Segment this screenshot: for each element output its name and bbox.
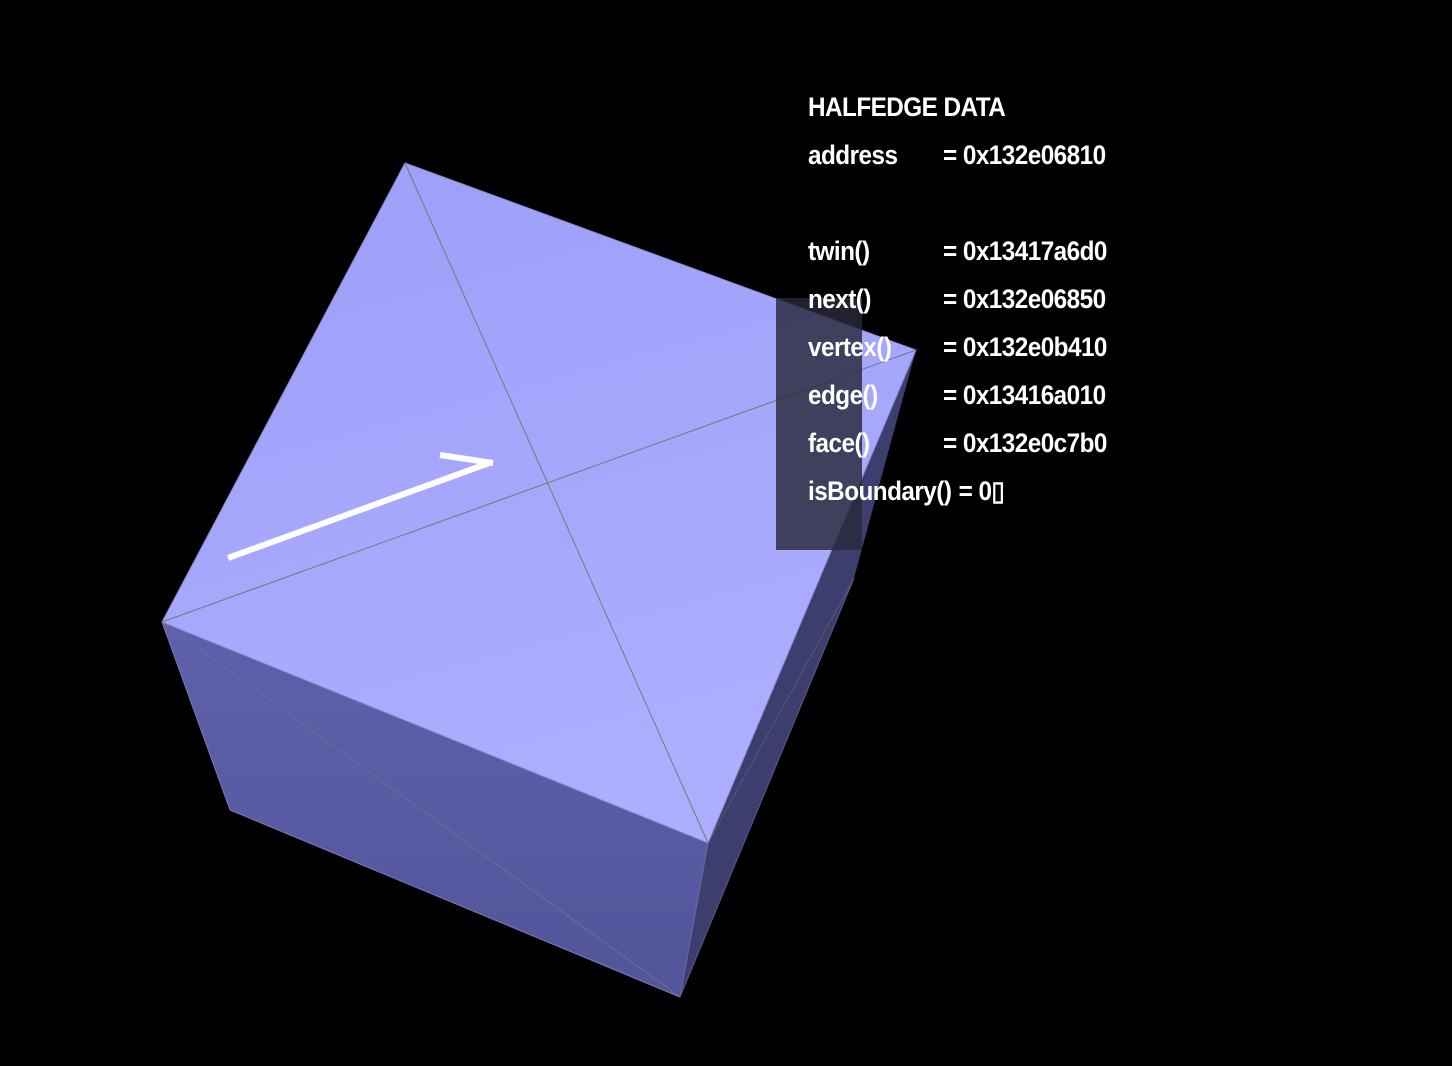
cube-top-face[interactable] bbox=[162, 163, 916, 843]
vertex-value: = 0x132e0b410 bbox=[943, 332, 1107, 362]
face-row: face() = 0x132e0c7b0 bbox=[808, 422, 1348, 470]
front-face-diagonal bbox=[161, 621, 681, 998]
edge-row: edge() = 0x13416a010 bbox=[808, 374, 1348, 422]
halfedge-data-title: HALFEDGE DATA bbox=[808, 86, 1348, 134]
cube-edge-right bbox=[679, 577, 855, 998]
edge-value: = 0x13416a010 bbox=[943, 380, 1106, 410]
right-face-diagonal bbox=[707, 577, 855, 844]
halfedge-arrow[interactable] bbox=[226, 452, 494, 561]
address-value: = 0x132e06810 bbox=[943, 140, 1106, 170]
twin-value: = 0x13417a6d0 bbox=[943, 236, 1107, 266]
halfedge-data-title-text: HALFEDGE DATA bbox=[808, 92, 1006, 122]
face-value: = 0x132e0c7b0 bbox=[943, 428, 1107, 458]
is-boundary-row: isBoundary() = 0 ▯ bbox=[808, 470, 1348, 518]
halfedge-info-overlay: HALFEDGE DATA address = 0x132e06810 twin… bbox=[808, 86, 1348, 518]
cube-edge-vertical bbox=[679, 842, 709, 998]
twin-row: twin() = 0x13417a6d0 bbox=[808, 230, 1348, 278]
vertex-label: vertex() bbox=[808, 332, 892, 362]
cube-edge-bottom bbox=[229, 809, 681, 998]
missing-glyph-icon: ▯ bbox=[991, 476, 1005, 506]
twin-label: twin() bbox=[808, 236, 870, 266]
vertex-row: vertex() = 0x132e0b410 bbox=[808, 326, 1348, 374]
is-boundary-value: = 0 bbox=[958, 476, 992, 506]
edge-label: edge() bbox=[808, 380, 878, 410]
top-face-diagonal-1 bbox=[404, 162, 709, 844]
info-panel-background bbox=[776, 298, 862, 550]
next-label: next() bbox=[808, 284, 871, 314]
cube-edge-front bbox=[161, 621, 231, 811]
next-row: next() = 0x132e06850 bbox=[808, 278, 1348, 326]
face-label: face() bbox=[808, 428, 870, 458]
is-boundary-label: isBoundary() bbox=[808, 476, 952, 506]
next-value: = 0x132e06850 bbox=[943, 284, 1106, 314]
address-row: address = 0x132e06810 bbox=[808, 134, 1348, 182]
info-spacer bbox=[808, 182, 1348, 230]
address-label: address bbox=[808, 140, 898, 170]
cube-front-face[interactable] bbox=[162, 622, 708, 997]
